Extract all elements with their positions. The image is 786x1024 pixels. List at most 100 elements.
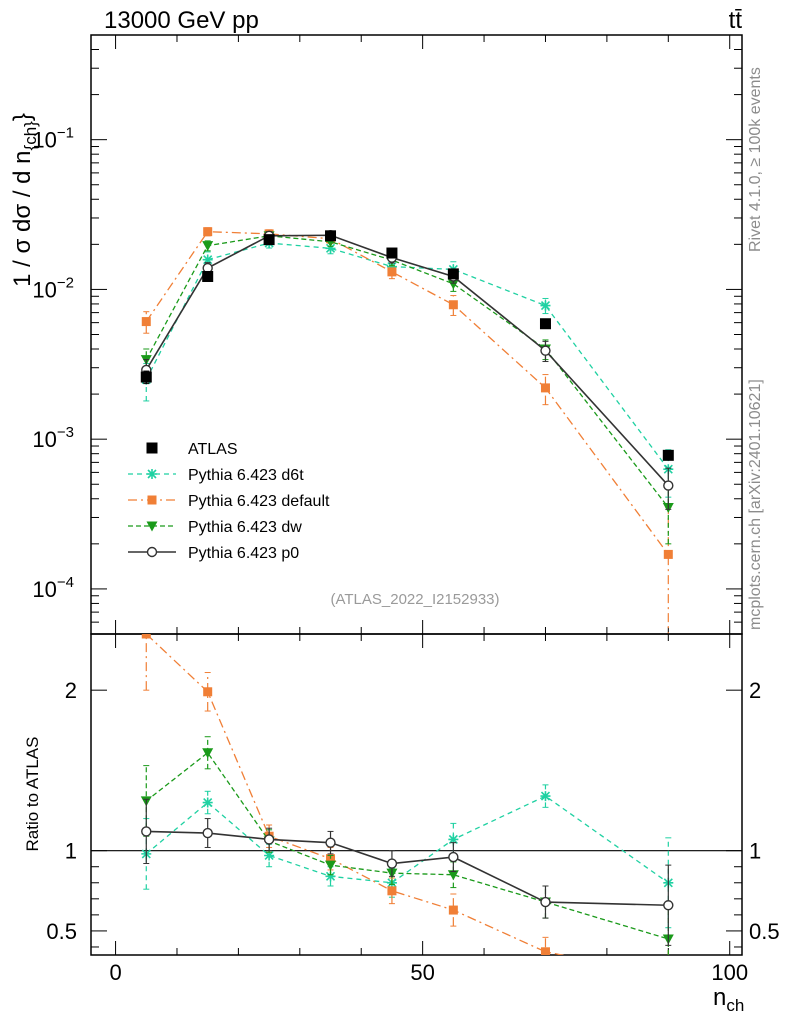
ratio-point <box>447 870 459 881</box>
y-tick-exp: −3 <box>57 424 74 441</box>
ratio-series-pythia-6-423-d6t <box>141 784 674 929</box>
legend-marker <box>146 546 158 558</box>
main-ylabel-text: 1 / σ dσ / d n <box>9 150 36 286</box>
data-point <box>540 300 551 311</box>
y-tick-base: 10 <box>32 128 56 153</box>
x-axis-title-sub: ch <box>726 996 744 1015</box>
data-point <box>386 261 397 272</box>
side-note-bottom: mcplots.cern.ch [arXiv:2401.10621] <box>747 379 764 630</box>
ratio-frame <box>90 633 743 956</box>
ratio-point <box>540 791 551 802</box>
ratio-series-line <box>146 830 669 907</box>
ratio-tick-label-left: 1 <box>65 839 77 864</box>
data-point <box>447 279 459 290</box>
ratio-series-line <box>145 634 566 955</box>
legend-item: ATLAS <box>146 441 238 458</box>
data-point <box>263 234 275 246</box>
main-ylabel: 1 / σ dσ / d n{ch}} <box>9 113 40 287</box>
data-point <box>141 317 151 327</box>
legend-label: Pythia 6.423 default <box>188 493 330 510</box>
data-point <box>540 383 550 393</box>
data-point <box>325 243 336 254</box>
legend-marker <box>146 442 158 454</box>
main-panel: 10−410−310−210−1 <box>32 34 743 635</box>
ratio-series-pythia-6-423-p0 <box>141 798 674 946</box>
legend-label: Pythia 6.423 d6t <box>188 467 304 484</box>
data-point <box>663 549 673 559</box>
data-point <box>202 241 214 252</box>
series-line <box>145 231 669 555</box>
ratio-ylabel: Ratio to ATLAS <box>23 737 42 852</box>
y-tick-base: 10 <box>32 427 56 452</box>
legend-marker <box>147 495 157 505</box>
ratio-point <box>202 797 213 808</box>
data-point <box>540 345 551 356</box>
legend-label: ATLAS <box>188 441 238 458</box>
y-tick-base: 10 <box>32 277 56 302</box>
x-axis-title: nch <box>713 984 744 1015</box>
header-right: tt̄ <box>729 7 743 34</box>
x-tick-label: 50 <box>410 960 434 985</box>
legend-item: Pythia 6.423 dw <box>128 519 302 536</box>
ratio-tick-label-right: 2 <box>749 678 761 703</box>
data-point <box>448 300 458 310</box>
side-note-top: Rivet 4.1.0, ≥ 100k events <box>747 67 764 252</box>
ratio-point <box>540 947 550 955</box>
legend-item: Pythia 6.423 p0 <box>128 545 299 562</box>
y-tick-base: 10 <box>32 577 56 602</box>
x-axis-title-main: n <box>713 984 726 1011</box>
y-tick-label: 10−1 <box>32 125 74 153</box>
series-line <box>145 234 669 487</box>
main-ylabel-brace: } <box>9 113 36 121</box>
ratio-point <box>386 858 398 869</box>
ratio-point <box>325 860 337 871</box>
ratio-point <box>325 837 336 848</box>
x-tick-label: 0 <box>109 960 121 985</box>
series-line <box>145 235 669 508</box>
ratio-series-line <box>145 751 669 940</box>
legend: ATLAS Pythia 6.423 d6t Pythia 6.423 defaul… <box>128 441 330 562</box>
ratio-point <box>448 834 459 845</box>
series-pythia-6-423-d6t <box>141 237 674 498</box>
header-left: 13000 GeV pp <box>104 7 259 34</box>
ratio-tick-label-left: 2 <box>65 678 77 703</box>
data-point <box>386 247 398 259</box>
legend-marker <box>146 521 158 532</box>
analysis-label: (ATLAS_2022_I2152933) <box>330 591 499 608</box>
legend-label: Pythia 6.423 dw <box>188 519 302 536</box>
ratio-point <box>203 687 213 697</box>
ratio-point <box>264 850 275 861</box>
legend-item: Pythia 6.423 default <box>128 493 330 510</box>
ratio-tick-label-right: 0.5 <box>749 919 780 944</box>
series-line <box>145 242 669 470</box>
x-tick-label: 100 <box>711 960 748 985</box>
data-point <box>662 449 674 461</box>
data-point <box>447 268 459 280</box>
y-tick-label: 10−2 <box>32 274 74 302</box>
series-atlas <box>140 230 674 461</box>
ratio-point <box>448 905 458 915</box>
y-tick-label: 10−3 <box>32 424 74 452</box>
ratio-point <box>448 851 459 863</box>
ratio-point <box>141 634 151 639</box>
ratio-point <box>387 886 397 896</box>
legend-label: Pythia 6.423 p0 <box>188 545 299 562</box>
y-tick-exp: −1 <box>57 125 74 142</box>
ratio-point <box>663 900 674 911</box>
data-point <box>202 270 214 282</box>
y-tick-exp: −2 <box>57 274 74 291</box>
ratio-point <box>664 971 673 980</box>
ratio-point <box>263 834 275 845</box>
data-point <box>325 230 337 242</box>
y-tick-label: 10−4 <box>32 574 74 602</box>
ratio-tick-label-right: 1 <box>749 839 761 864</box>
ratio-tick-label-left: 0.5 <box>46 919 77 944</box>
ratio-series-line <box>145 795 669 884</box>
data-point <box>203 227 213 237</box>
data-point <box>140 371 152 383</box>
ratio-point <box>202 748 214 759</box>
ratio-point <box>202 827 213 839</box>
data-point <box>539 318 551 330</box>
